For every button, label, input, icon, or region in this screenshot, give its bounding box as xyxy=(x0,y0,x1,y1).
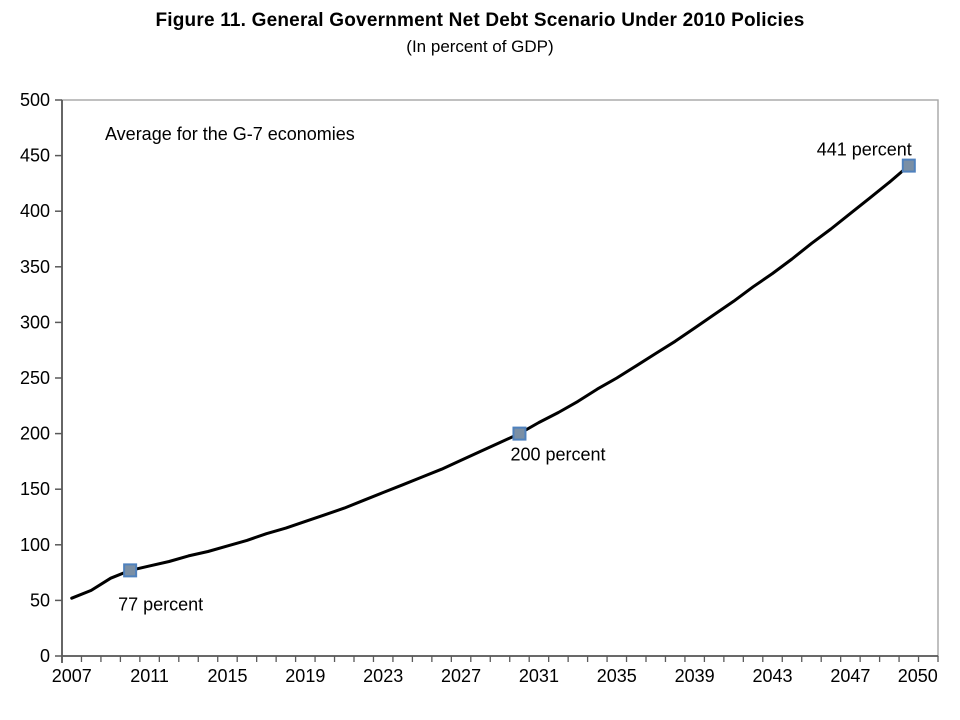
x-tick-label: 2047 xyxy=(830,666,870,686)
x-tick-label: 2015 xyxy=(207,666,247,686)
x-tick-label: 2035 xyxy=(597,666,637,686)
y-tick-label: 350 xyxy=(20,257,50,277)
chart-subtitle: (In percent of GDP) xyxy=(406,37,554,56)
y-tick-label: 100 xyxy=(20,535,50,555)
y-tick-label: 250 xyxy=(20,368,50,388)
x-tick-label: 2007 xyxy=(52,666,92,686)
plot-annotation: Average for the G-7 economies xyxy=(105,124,355,144)
x-tick-label: 2039 xyxy=(675,666,715,686)
data-point-marker xyxy=(512,426,527,441)
plot-border xyxy=(61,99,939,657)
y-tick-label: 450 xyxy=(20,146,50,166)
x-tick-label: 2011 xyxy=(130,666,169,686)
y-tick-label: 50 xyxy=(30,590,50,610)
x-tick-label: 2031 xyxy=(519,666,559,686)
data-point-label: 200 percent xyxy=(510,445,605,465)
y-tick-label: 0 xyxy=(40,646,50,666)
debt-line xyxy=(70,164,911,600)
x-tick-label: 2043 xyxy=(753,666,793,686)
data-point-label: 441 percent xyxy=(817,140,912,160)
x-tick-label: 2019 xyxy=(285,666,325,686)
x-tick-label: 2027 xyxy=(441,666,481,686)
data-point-marker xyxy=(123,563,138,578)
y-tick-label: 150 xyxy=(20,479,50,499)
y-tick-label: 300 xyxy=(20,312,50,332)
data-point-label: 77 percent xyxy=(118,594,203,614)
data-point-marker xyxy=(901,158,916,173)
chart-title: Figure 11. General Government Net Debt S… xyxy=(155,10,805,31)
x-tick-label: 2050 xyxy=(898,666,938,686)
y-tick-label: 400 xyxy=(20,201,50,221)
x-tick-label: 2023 xyxy=(363,666,403,686)
y-tick-label: 200 xyxy=(20,424,50,444)
y-tick-label: 500 xyxy=(20,90,50,110)
